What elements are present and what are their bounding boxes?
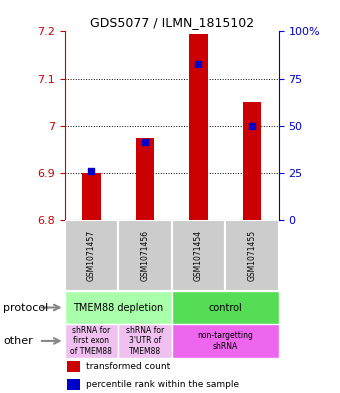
Text: non-targetting
shRNA: non-targetting shRNA — [197, 331, 253, 351]
Bar — [118, 220, 172, 291]
Text: other: other — [3, 336, 33, 346]
Text: GSM1071456: GSM1071456 — [140, 230, 149, 281]
Point — [249, 123, 255, 129]
Bar — [65, 291, 172, 324]
Title: GDS5077 / ILMN_1815102: GDS5077 / ILMN_1815102 — [90, 16, 254, 29]
Bar — [65, 220, 118, 291]
Text: GSM1071454: GSM1071454 — [194, 230, 203, 281]
Bar — [67, 361, 80, 373]
Text: shRNA for
first exon
of TMEM88: shRNA for first exon of TMEM88 — [70, 326, 112, 356]
Text: GSM1071455: GSM1071455 — [248, 230, 256, 281]
Point — [196, 61, 201, 68]
Bar — [118, 324, 172, 358]
Text: shRNA for
3'UTR of
TMEM88: shRNA for 3'UTR of TMEM88 — [126, 326, 164, 356]
Point — [89, 167, 94, 174]
Text: protocol: protocol — [3, 303, 49, 312]
Bar — [172, 291, 279, 324]
Bar — [82, 173, 101, 220]
Point — [142, 139, 148, 145]
Text: transformed count: transformed count — [86, 362, 170, 371]
Bar — [172, 324, 279, 358]
Text: TMEM88 depletion: TMEM88 depletion — [73, 303, 163, 312]
Text: percentile rank within the sample: percentile rank within the sample — [86, 380, 239, 389]
Bar — [243, 102, 261, 220]
Text: control: control — [208, 303, 242, 312]
Bar — [65, 324, 118, 358]
Bar — [67, 379, 80, 390]
Text: GSM1071457: GSM1071457 — [87, 230, 96, 281]
Bar — [136, 138, 154, 220]
Bar — [189, 34, 208, 220]
Bar — [172, 220, 225, 291]
Bar — [225, 220, 279, 291]
